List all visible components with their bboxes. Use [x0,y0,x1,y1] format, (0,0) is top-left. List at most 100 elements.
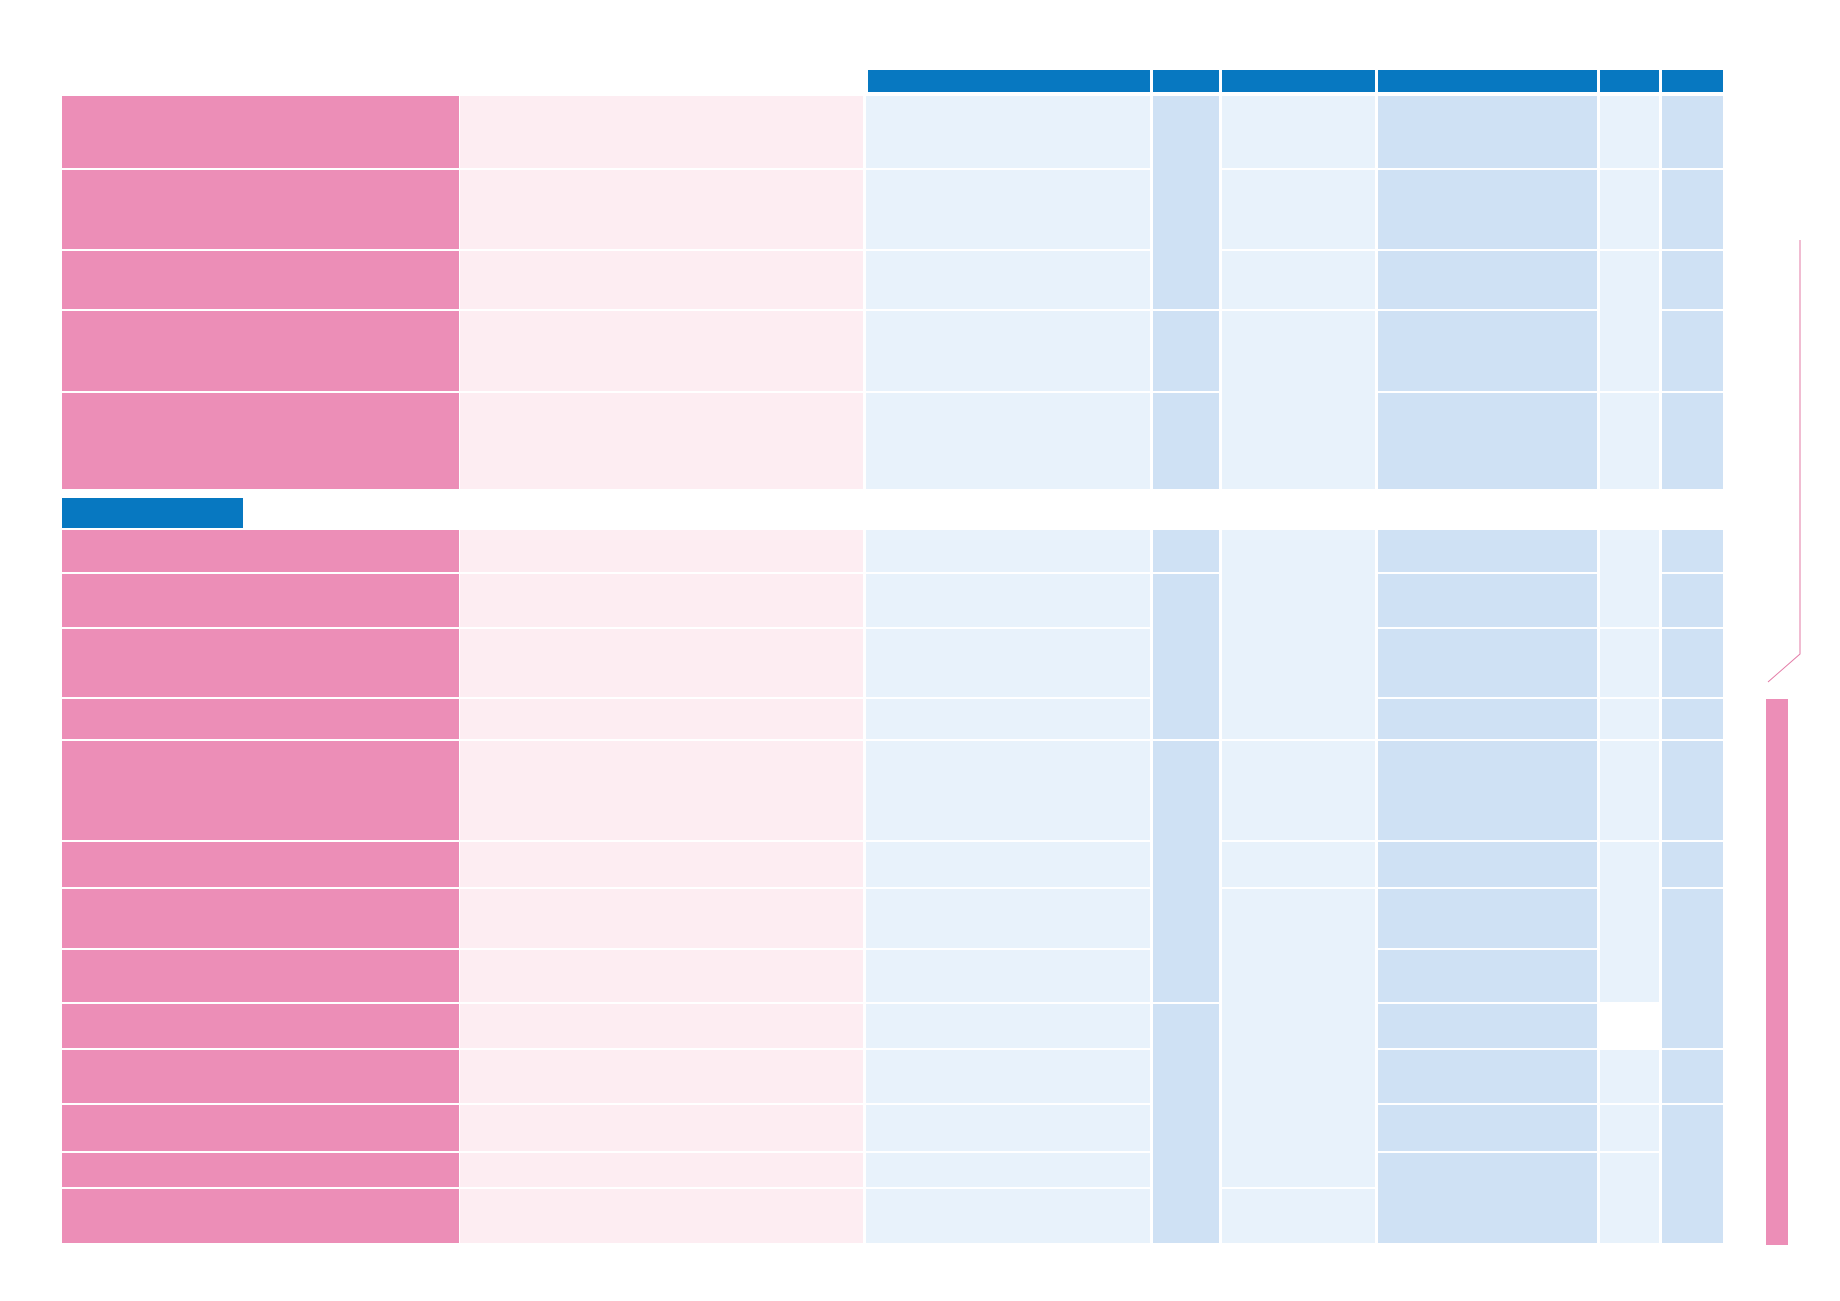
group-two-row-11-col-3 [866,1105,1150,1151]
group-one-row-3-col-5 [1222,251,1375,309]
group-two-row-10-col-3 [866,1050,1150,1103]
group-two-row-10-col-1 [62,1050,459,1103]
group-two-row-12-col-3 [866,1153,1150,1187]
group-two-row-2-col-6 [1378,574,1597,627]
group-two-row-7-col-5 [1222,889,1375,1187]
header-col-5 [1222,70,1375,92]
group-one-row-4-col-2 [460,311,863,391]
group-two-row-11-col-8 [1662,1105,1723,1243]
group-one-row-4-col-3 [866,311,1150,391]
group-one-row-3-col-3 [866,251,1150,309]
group-two-row-5-col-8 [1662,741,1723,840]
group-two-row-4-col-1 [62,699,459,739]
group-two-row-2-col-2 [460,574,863,627]
group-one-row-5-col-2 [460,393,863,489]
group-two-row-7-col-8 [1662,889,1723,1048]
group-two-row-3-col-2 [460,629,863,697]
group-two-row-6-col-5 [1222,842,1375,887]
group-two-row-3-col-8 [1662,629,1723,697]
group-two-row-5-col-2 [460,741,863,840]
group-two-row-10-col-8 [1662,1050,1723,1103]
group-two-row-6-col-1 [62,842,459,887]
group-two-row-8-col-1 [62,950,459,1002]
group-two-row-10-col-6 [1378,1050,1597,1103]
group-two-row-11-col-7 [1600,1105,1659,1151]
group-one-row-1-col-6 [1378,96,1597,168]
group-two-row-3-col-1 [62,629,459,697]
group-two-row-8-col-6 [1378,950,1597,1002]
group-two-row-1-col-2 [460,530,863,572]
group-two-row-7-col-1 [62,889,459,948]
group-two-row-1-col-4 [1153,530,1219,572]
group-one-row-1-col-7 [1600,96,1659,168]
header-col-3 [868,70,1150,92]
group-two-row-11-col-6 [1378,1105,1597,1151]
group-two-row-11-col-1 [62,1105,459,1151]
group-two-row-2-col-8 [1662,574,1723,627]
group-one-row-3-col-1 [62,251,459,309]
group-two-row-4-col-2 [460,699,863,739]
group-one-row-1-col-5 [1222,96,1375,168]
group-one-row-5-col-6 [1378,393,1597,489]
group-two-row-5-col-7 [1600,741,1659,840]
group-two-row-10-col-2 [460,1050,863,1103]
group-one-row-1-col-2 [460,96,863,168]
side-tab-bar [1766,699,1788,1245]
group-two-row-3-col-6 [1378,629,1597,697]
group-two-row-1-col-6 [1378,530,1597,572]
group-one-row-2-col-1 [62,170,459,249]
group-two-row-3-col-3 [866,629,1150,697]
header-col-8 [1662,70,1723,92]
group-one-row-5-col-1 [62,393,459,489]
group-two-row-12-col-1 [62,1153,459,1187]
group-two-row-7-col-2 [460,889,863,948]
group-two-row-2-col-4 [1153,574,1219,739]
group-two-row-2-col-3 [866,574,1150,627]
group-two-row-1-col-1 [62,530,459,572]
group-one-row-2-col-3 [866,170,1150,249]
header-col-6 [1378,70,1597,92]
group-one-row-1-col-1 [62,96,459,168]
group-two-row-7-col-6 [1378,889,1597,948]
group-two-row-4-col-8 [1662,699,1723,739]
group-two-row-5-col-1 [62,741,459,840]
group-two-row-5-col-6 [1378,741,1597,840]
group-one-row-2-col-8 [1662,170,1723,249]
group-one-row-5-col-3 [866,393,1150,489]
group-one-row-2-col-6 [1378,170,1597,249]
group-two-row-6-col-2 [460,842,863,887]
group-two-row-13-col-3 [866,1189,1150,1243]
group-one-row-2-col-2 [460,170,863,249]
group-one-row-3-col-2 [460,251,863,309]
group-two-row-9-col-1 [62,1004,459,1048]
group-two-row-8-col-2 [460,950,863,1002]
group-one-row-3-col-8 [1662,251,1723,309]
group-two-row-7-col-3 [866,889,1150,948]
group-two-row-1-col-8 [1662,530,1723,572]
group-two-row-6-col-6 [1378,842,1597,887]
group-one-row-4-col-4 [1153,311,1219,391]
group-one-row-3-col-7 [1600,251,1659,391]
group-two-row-9-col-4 [1153,1004,1219,1243]
group-two-row-12-col-2 [460,1153,863,1187]
group-two-row-5-col-4 [1153,741,1219,1002]
group-one-row-5-col-8 [1662,393,1723,489]
group-two-row-6-col-3 [866,842,1150,887]
group-one-row-4-col-1 [62,311,459,391]
group-two-row-1-col-3 [866,530,1150,572]
group-two-row-10-col-7 [1600,1050,1659,1103]
group-two-row-9-col-2 [460,1004,863,1048]
group-two-row-5-col-5 [1222,741,1375,840]
group-two-row-11-col-2 [460,1105,863,1151]
group-two-row-9-col-6 [1378,1004,1597,1048]
group-two-row-12-col-7 [1600,1153,1659,1243]
group-two-row-13-col-2 [460,1189,863,1243]
group-one-row-5-col-7 [1600,393,1659,489]
group-two-row-1-col-7 [1600,530,1659,627]
group-one-row-1-col-3 [866,96,1150,168]
header-col-7 [1600,70,1659,92]
group-two-row-8-col-3 [866,950,1150,1002]
group-two-row-4-col-7 [1600,699,1659,739]
group-one-row-1-col-8 [1662,96,1723,168]
group-two-row-6-col-8 [1662,842,1723,887]
